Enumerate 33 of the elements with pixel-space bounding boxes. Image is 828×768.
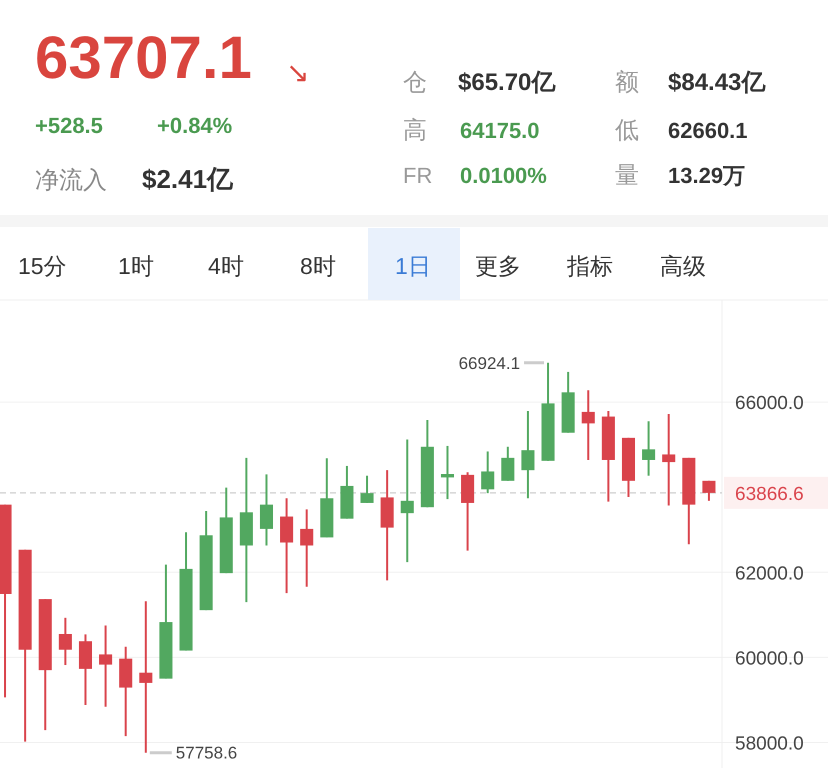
annotation: 57758.6 [176,744,238,763]
text: 额 [615,69,639,96]
text: $84.43亿 [668,69,766,96]
text: 63707.1 [35,24,252,91]
text: 指标 [566,253,613,279]
y-tick-label: 66000.0 [735,393,804,414]
y-tick-label: 60000.0 [735,648,804,670]
text: 0.0100% [460,163,547,188]
text: 更多 [475,253,521,279]
text: 高级 [660,253,706,279]
y-tick-label: 62000.0 [735,563,804,584]
text: +0.84% [157,113,232,138]
text: FR [403,163,432,188]
text: 13.29万 [668,163,746,188]
text: 15分 [18,253,67,279]
text: $2.41亿 [142,164,234,194]
annotation: 66924.1 [458,354,520,373]
text: +528.5 [35,113,103,138]
text: 量 [615,162,639,189]
text: 4时 [208,253,244,279]
text: 仓 [403,69,427,96]
text: 高 [403,117,427,144]
ref-line-label: 63866.6 [735,484,804,505]
text: 低 [615,117,639,144]
text: $65.70亿 [458,69,556,96]
y-tick-label: 58000.0 [735,733,804,754]
text: 净流入 [35,167,107,194]
text: ↘ [286,57,310,88]
text: 8时 [300,253,336,279]
text: 1时 [118,253,154,279]
text: 64175.0 [460,118,540,143]
text: 1日 [395,253,431,279]
text: 62660.1 [668,118,748,143]
